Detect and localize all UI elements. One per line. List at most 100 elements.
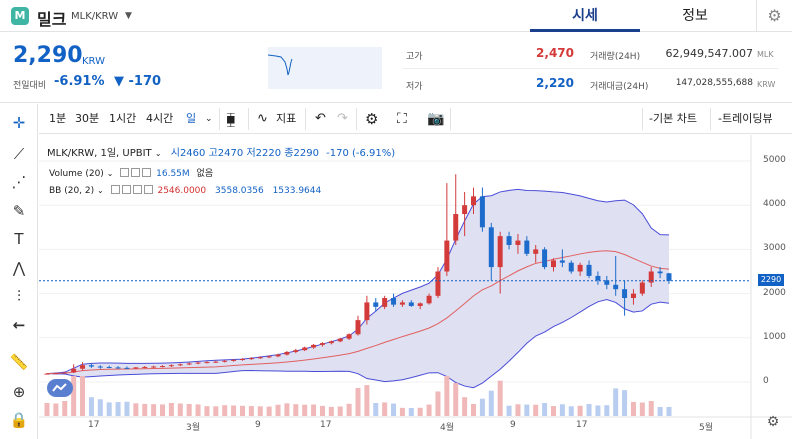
- settings-gear-icon[interactable]: ⚙: [365, 110, 379, 128]
- interval-1h[interactable]: 1시간: [109, 112, 137, 125]
- volume-bar: [106, 402, 112, 416]
- fib-icon[interactable]: ⋰: [11, 173, 27, 191]
- candle-body: [257, 357, 263, 359]
- redo-icon[interactable]: ↷: [337, 111, 348, 126]
- price-chart[interactable]: [39, 135, 792, 439]
- candle-body: [577, 264, 583, 272]
- volume-bar: [542, 403, 548, 416]
- volume-bar: [186, 404, 192, 416]
- pattern-icon[interactable]: ⋀: [12, 259, 26, 277]
- volume-bar: [444, 376, 450, 416]
- back-arrow-icon[interactable]: ←: [12, 316, 26, 334]
- current-price-tag: 2290: [758, 274, 784, 286]
- gear-icon[interactable]: ⚙: [756, 0, 792, 32]
- x-tick: 9: [255, 420, 261, 430]
- price-summary: 2,290 KRW 전일대비 -6.91% ▼ -170 고가 2,470 거래…: [0, 33, 792, 103]
- candle-body: [399, 302, 405, 305]
- volume-bar: [595, 405, 601, 416]
- brush-icon[interactable]: ✎: [12, 202, 26, 220]
- volume-bar: [435, 391, 441, 416]
- indicator-button[interactable]: 지표: [276, 112, 297, 125]
- change-rate: -6.91%: [54, 74, 105, 89]
- coin-name[interactable]: 밀크: [37, 10, 67, 29]
- volume-value: 62,949,547.007: [665, 47, 753, 60]
- measure-icon[interactable]: ⫶: [17, 287, 21, 305]
- bb-lower: 1533.9644: [272, 186, 322, 196]
- fullscreen-icon[interactable]: ⛶: [397, 111, 407, 127]
- candle-body: [391, 298, 397, 305]
- tab-info[interactable]: 정보: [682, 8, 708, 24]
- chevron-down-icon[interactable]: ⌄: [205, 114, 213, 124]
- chart-area[interactable]: MLK/KRW, 1일, UPBIT ⌄ 시2460 고2470 저2220 종…: [39, 135, 792, 439]
- camera-icon[interactable]: 📷: [427, 111, 445, 127]
- volume-bar: [506, 405, 512, 416]
- legend-open: 시2460: [170, 148, 206, 159]
- tradingview-button[interactable]: -트레이딩뷰: [718, 112, 773, 125]
- candle-body: [239, 359, 245, 361]
- interval-1d[interactable]: 일: [186, 112, 197, 125]
- chart-legend: MLK/KRW, 1일, UPBIT ⌄ 시2460 고2470 저2220 종…: [47, 148, 396, 159]
- candle-body: [266, 356, 272, 358]
- candle-body: [160, 366, 166, 368]
- tradingview-logo-icon[interactable]: [47, 379, 73, 397]
- ruler-icon[interactable]: 📏: [9, 353, 29, 371]
- volume-bar: [417, 407, 423, 416]
- candle-body: [550, 260, 556, 268]
- candle-body: [364, 302, 370, 321]
- amount-value: 147,028,555,688: [675, 78, 753, 88]
- volume-bar: [302, 404, 308, 416]
- candle-body: [62, 372, 68, 374]
- volume-bar: [257, 406, 263, 416]
- change-amount: ▼ -170: [114, 74, 162, 89]
- volume-bar: [53, 403, 59, 416]
- volume-bar: [471, 404, 477, 416]
- low-value: 2,220: [536, 76, 574, 90]
- volume-bar: [275, 404, 281, 416]
- volume-bar: [168, 403, 174, 416]
- candle-body: [515, 240, 521, 245]
- gear-icon[interactable]: ⚙: [766, 414, 780, 430]
- candle-body: [666, 273, 672, 281]
- candle-body: [204, 362, 210, 364]
- crosshair-icon[interactable]: ✛: [12, 114, 26, 132]
- candle-body: [497, 236, 503, 268]
- volume-bar: [62, 401, 68, 416]
- candle-body: [604, 280, 610, 285]
- volume-bar: [408, 408, 414, 416]
- coin-pair[interactable]: MLK/KRW: [71, 11, 119, 22]
- bb-name: BB (20, 2): [49, 186, 95, 196]
- candle-body: [462, 205, 468, 215]
- candle-body: [595, 275, 601, 281]
- bb-legend[interactable]: BB (20, 2) ⌄ 2546.0000 3558.0356 1533.96…: [49, 185, 322, 196]
- volume-bar: [311, 404, 317, 416]
- candle-body: [88, 365, 94, 367]
- chart-toolbar: 1분 30분 1시간 4시간 일 ⌄ ⧯ ∿ 지표 ↶ ↷ ⚙ ⛶ 📷 -기본 …: [39, 104, 792, 134]
- candle-body: [177, 364, 183, 366]
- candle-body: [568, 262, 574, 272]
- basic-chart-button[interactable]: -기본 차트: [649, 112, 697, 125]
- volume-bar: [488, 390, 494, 416]
- candle-body: [293, 350, 299, 352]
- interval-1m[interactable]: 1분: [49, 112, 67, 125]
- candle-body: [337, 338, 343, 342]
- volume-legend[interactable]: Volume (20) ⌄ 16.55M 없음: [49, 168, 214, 179]
- top-bar: M 밀크 MLK/KRW ▼ 시세 정보 ⚙: [0, 0, 792, 32]
- indicator-icon[interactable]: ∿: [257, 111, 268, 126]
- volume-bar: [44, 403, 50, 416]
- volume-bar: [515, 404, 521, 416]
- text-icon[interactable]: T: [14, 230, 24, 248]
- interval-30m[interactable]: 30분: [75, 112, 100, 125]
- candle-type-icon[interactable]: ⧯: [226, 110, 236, 128]
- zoom-icon[interactable]: ⊕: [12, 383, 26, 401]
- volume-label: 거래량(24H): [590, 52, 641, 62]
- volume-extra: 없음: [196, 169, 214, 179]
- volume-bar: [133, 403, 139, 416]
- chevron-down-icon[interactable]: ▼: [125, 11, 132, 21]
- tab-sise[interactable]: 시세: [530, 0, 640, 32]
- volume-bar: [462, 397, 468, 416]
- candle-body: [151, 366, 157, 368]
- trendline-icon[interactable]: ⟋: [13, 145, 25, 163]
- interval-4h[interactable]: 4시간: [146, 112, 174, 125]
- lock-icon[interactable]: 🔒: [9, 411, 29, 429]
- undo-icon[interactable]: ↶: [315, 111, 326, 126]
